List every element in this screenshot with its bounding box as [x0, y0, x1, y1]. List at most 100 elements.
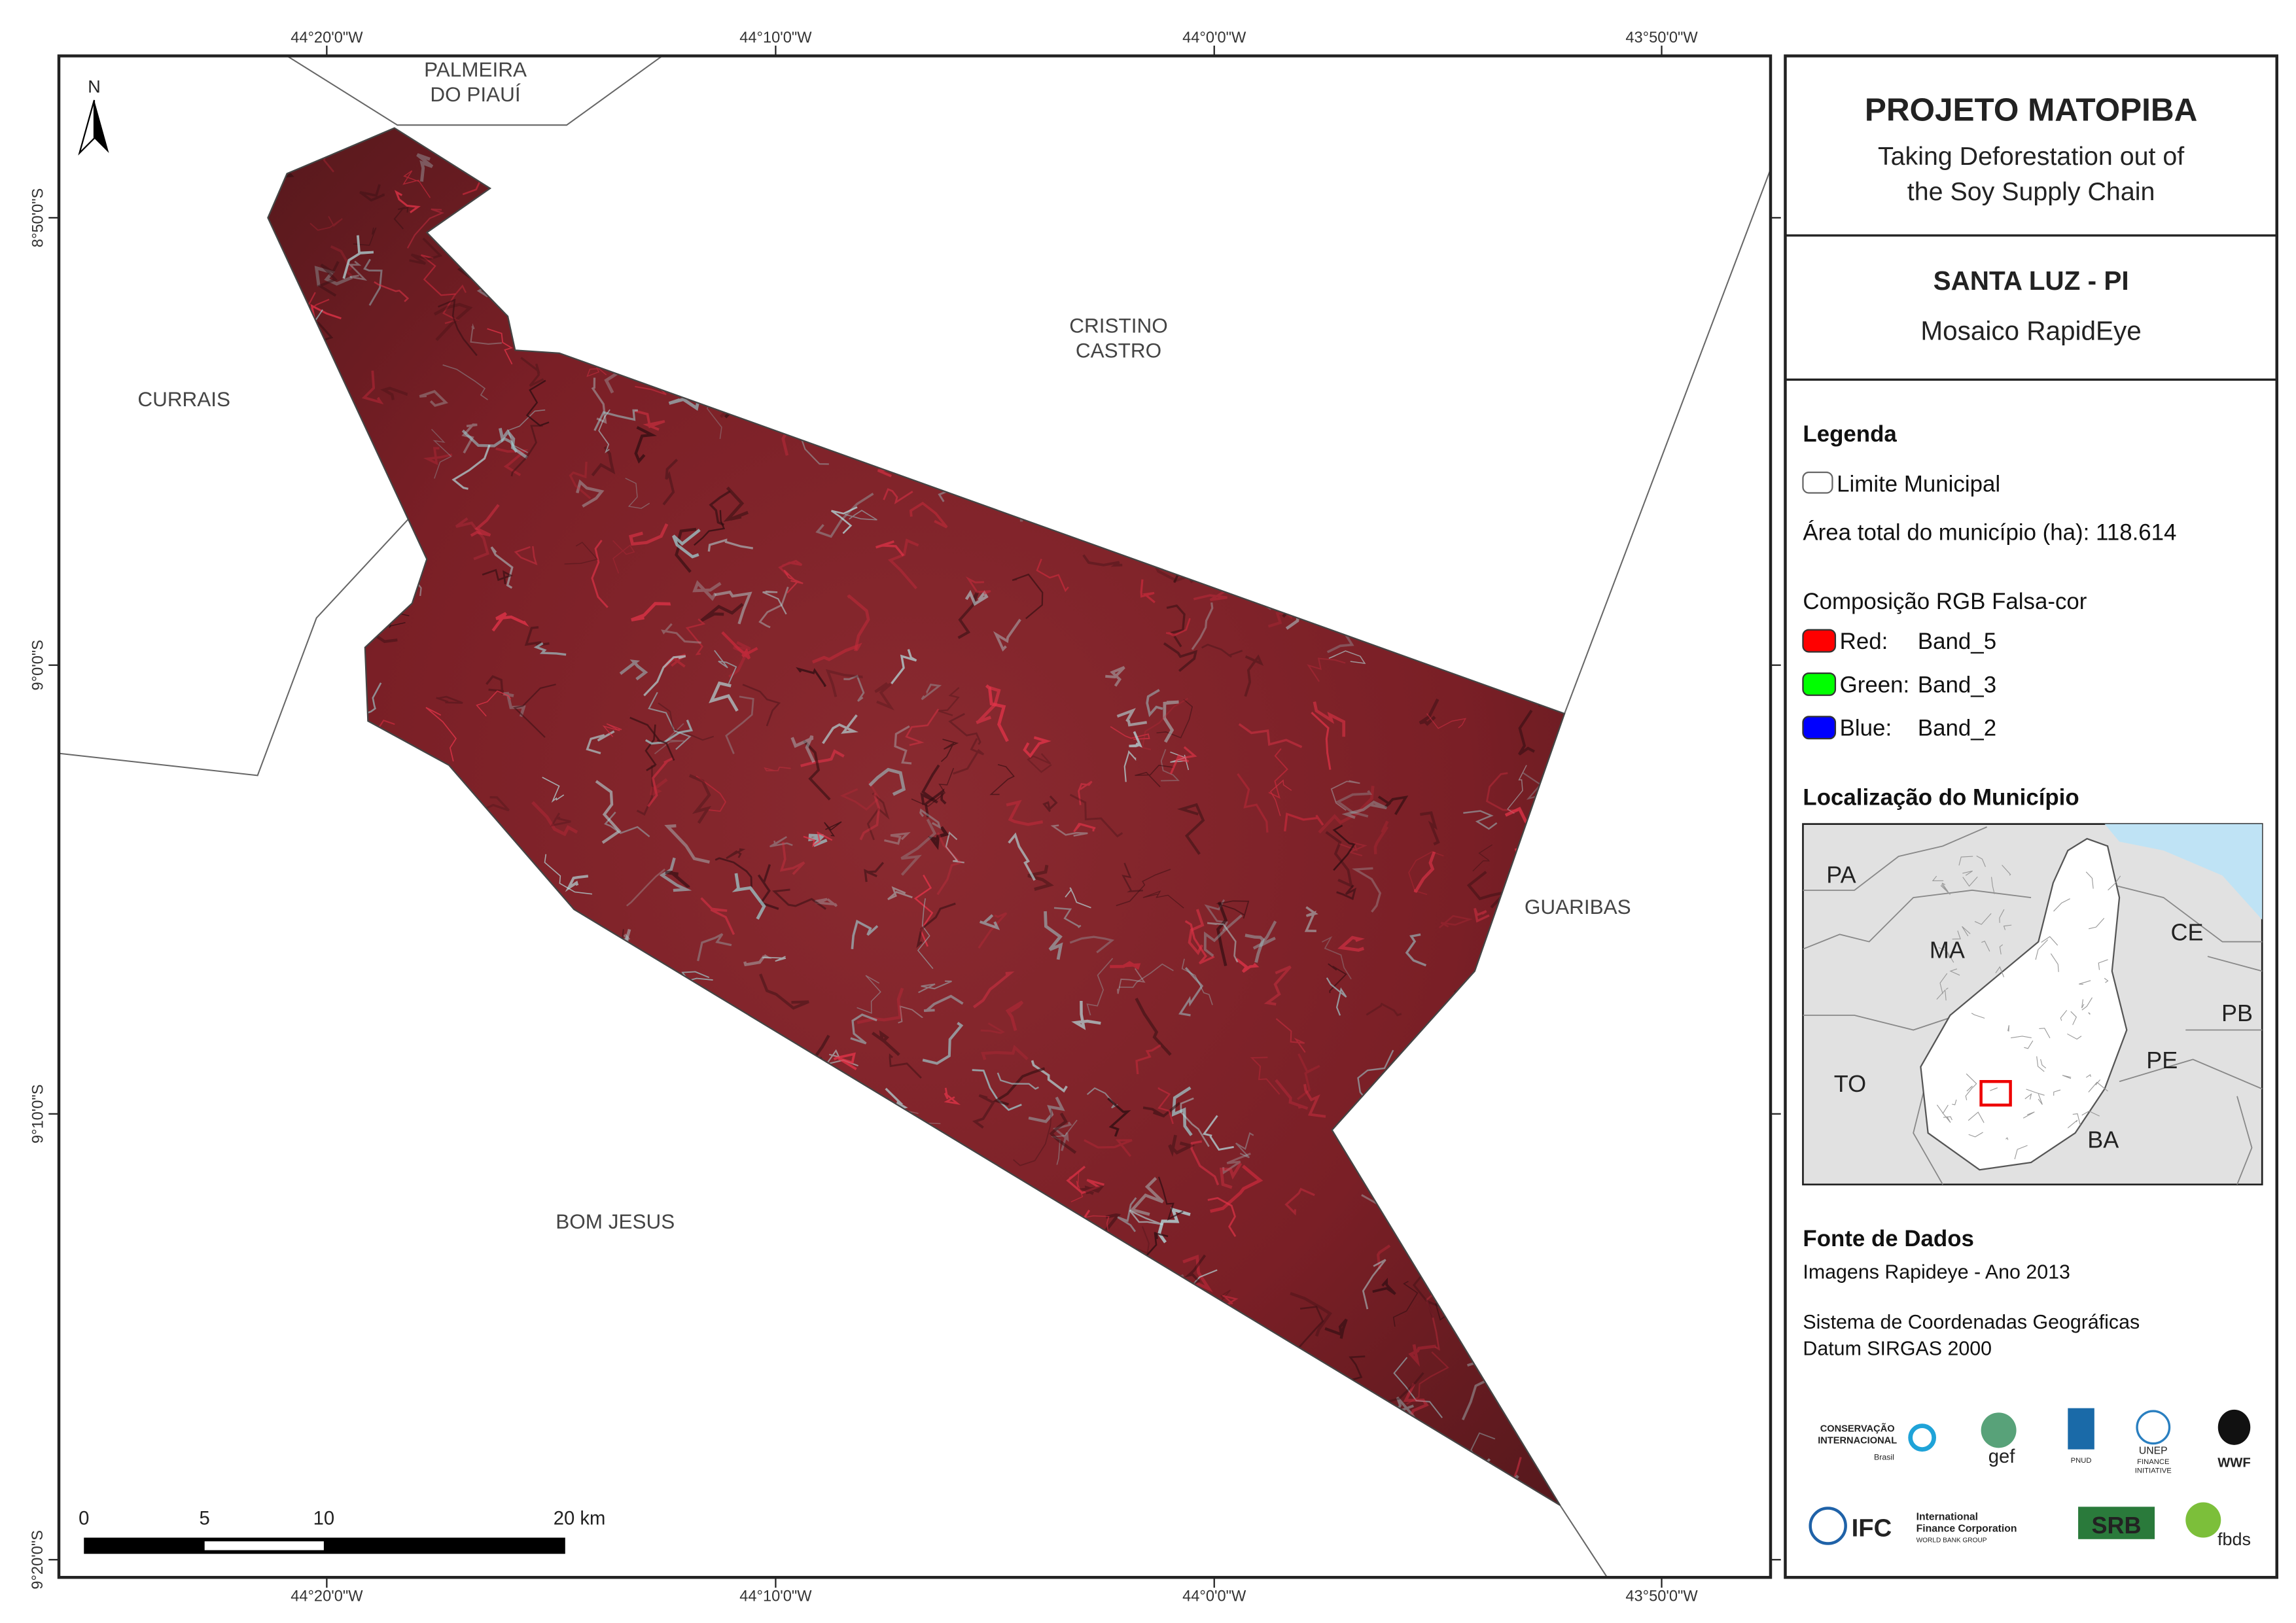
north-label: N [88, 77, 101, 97]
texture-stroke [857, 975, 881, 1014]
texture-stroke [1339, 842, 1368, 856]
texture-stroke [431, 428, 452, 479]
texture-stroke [591, 540, 609, 608]
texture-stroke [1117, 1197, 1137, 1232]
texture-stroke [1326, 977, 1347, 1016]
texture-stroke [675, 527, 697, 573]
inset-municipality [1952, 930, 1961, 940]
texture-stroke [796, 667, 826, 688]
inset-municipality [2089, 918, 2105, 930]
source-text: Datum SIRGAS 2000 [1803, 1338, 1992, 1360]
texture-stroke [664, 824, 710, 864]
texture-stroke [649, 778, 668, 796]
texture-stroke [1376, 1244, 1391, 1270]
texture-stroke [591, 445, 616, 477]
legend-item: Área total do município (ha): 118.614 [1803, 520, 2176, 546]
texture-stroke [847, 594, 870, 652]
inset-municipality [1999, 944, 2004, 955]
texture-stroke [850, 1013, 877, 1045]
texture-stroke [911, 767, 955, 807]
texture-stroke [1141, 697, 1189, 750]
texture-stroke [1181, 958, 1213, 1005]
band-swatch [1802, 672, 1837, 696]
texture-stroke [1171, 1086, 1193, 1136]
texture-stroke [1184, 1254, 1207, 1289]
texture-stroke [811, 642, 862, 664]
legend-swatch [1802, 471, 1833, 494]
texture-stroke [778, 559, 803, 576]
texture-stroke [629, 716, 675, 761]
texture-stroke [1518, 709, 1535, 756]
texture-stroke [993, 618, 1021, 652]
texture-stroke [1207, 1196, 1237, 1237]
texture-stroke [1336, 884, 1357, 900]
texture-stroke [1180, 1097, 1210, 1147]
inset-municipality [2024, 1040, 2034, 1049]
inset-municipality [2053, 1089, 2061, 1096]
texture-stroke [822, 714, 859, 744]
texture-stroke [520, 357, 544, 387]
texture-stroke [1284, 1187, 1315, 1216]
texture-stroke [1023, 736, 1051, 758]
texture-stroke [629, 523, 669, 546]
texture-stroke [1235, 958, 1260, 973]
texture-stroke [919, 808, 942, 829]
texture-stroke [648, 691, 692, 750]
inset-label: CE [2171, 918, 2204, 945]
texture-stroke [1207, 922, 1239, 963]
texture-stroke [726, 848, 746, 860]
texture-stroke [455, 517, 489, 561]
texture-stroke [1245, 934, 1265, 963]
inset-label: MA [1930, 936, 1965, 963]
texture-stroke [643, 655, 686, 697]
band-swatch [1802, 716, 1837, 740]
inset-municipality [2072, 1113, 2081, 1126]
inset-municipality [1966, 1085, 1973, 1092]
texture-stroke [436, 695, 463, 704]
texture-stroke [1157, 1087, 1174, 1125]
texture-stroke [1049, 1112, 1077, 1154]
texture-stroke [825, 669, 863, 697]
texture-stroke [1084, 1139, 1133, 1157]
texture-stroke [359, 184, 385, 202]
texture-stroke [916, 902, 956, 949]
texture-stroke [662, 459, 679, 506]
inset-municipality [2081, 999, 2085, 1009]
texture-stroke [1165, 618, 1191, 637]
inset-municipality [2088, 1081, 2108, 1092]
texture-stroke [830, 506, 858, 534]
texture-stroke [1135, 998, 1172, 1056]
inset-municipality [1968, 1132, 1983, 1138]
texture-stroke [1403, 1383, 1429, 1425]
place-name: BOM JESUS [556, 1210, 675, 1233]
texture-stroke [762, 590, 787, 615]
texture-stroke [317, 261, 340, 297]
texture-stroke [883, 488, 913, 505]
texture-stroke [586, 365, 607, 377]
texture-stroke [1235, 1132, 1254, 1159]
texture-stroke [923, 994, 964, 1012]
texture-stroke [1191, 602, 1214, 650]
texture-stroke [1182, 1254, 1213, 1293]
inset-municipality [2094, 1079, 2101, 1085]
texture-stroke [416, 153, 434, 182]
texture-stroke [1107, 1097, 1131, 1137]
texture-stroke [1146, 1232, 1169, 1256]
scale-label: 5 [200, 1508, 210, 1529]
texture-stroke [1330, 780, 1360, 811]
texture-stroke [1008, 832, 1036, 881]
inset-municipality [1945, 987, 1949, 990]
texture-stroke [1357, 1049, 1394, 1104]
texture-stroke [800, 749, 845, 767]
inset-municipality [2014, 1145, 2028, 1160]
place-name: CASTRO [1076, 339, 1161, 362]
texture-stroke [1263, 965, 1292, 1006]
texture-stroke [922, 1022, 964, 1065]
logo-mark [2217, 1409, 2251, 1445]
texture-stroke [688, 774, 712, 824]
logo-mark [2068, 1408, 2094, 1450]
band-name: Band_3 [1918, 672, 1996, 697]
texture-stroke [1052, 1121, 1072, 1151]
texture-stroke [1268, 748, 1288, 799]
